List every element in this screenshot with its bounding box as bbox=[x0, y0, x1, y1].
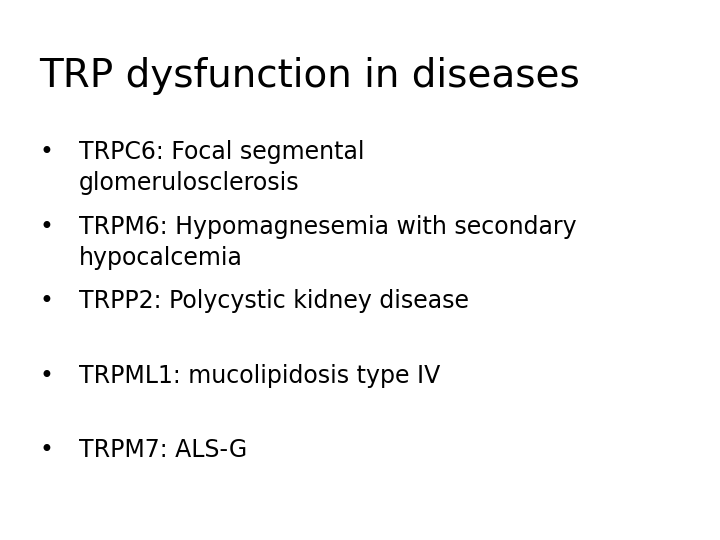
Text: TRPM6: Hypomagnesemia with secondary
hypocalcemia: TRPM6: Hypomagnesemia with secondary hyp… bbox=[79, 215, 577, 269]
Text: TRPC6: Focal segmental
glomerulosclerosis: TRPC6: Focal segmental glomerulosclerosi… bbox=[79, 140, 365, 195]
Text: •: • bbox=[40, 364, 53, 388]
Text: •: • bbox=[40, 215, 53, 239]
Text: TRPML1: mucolipidosis type IV: TRPML1: mucolipidosis type IV bbox=[79, 364, 441, 388]
Text: TRPM7: ALS-G: TRPM7: ALS-G bbox=[79, 438, 248, 462]
Text: TRP dysfunction in diseases: TRP dysfunction in diseases bbox=[40, 57, 580, 94]
Text: •: • bbox=[40, 438, 53, 462]
Text: •: • bbox=[40, 289, 53, 313]
Text: •: • bbox=[40, 140, 53, 164]
Text: TRPP2: Polycystic kidney disease: TRPP2: Polycystic kidney disease bbox=[79, 289, 469, 313]
